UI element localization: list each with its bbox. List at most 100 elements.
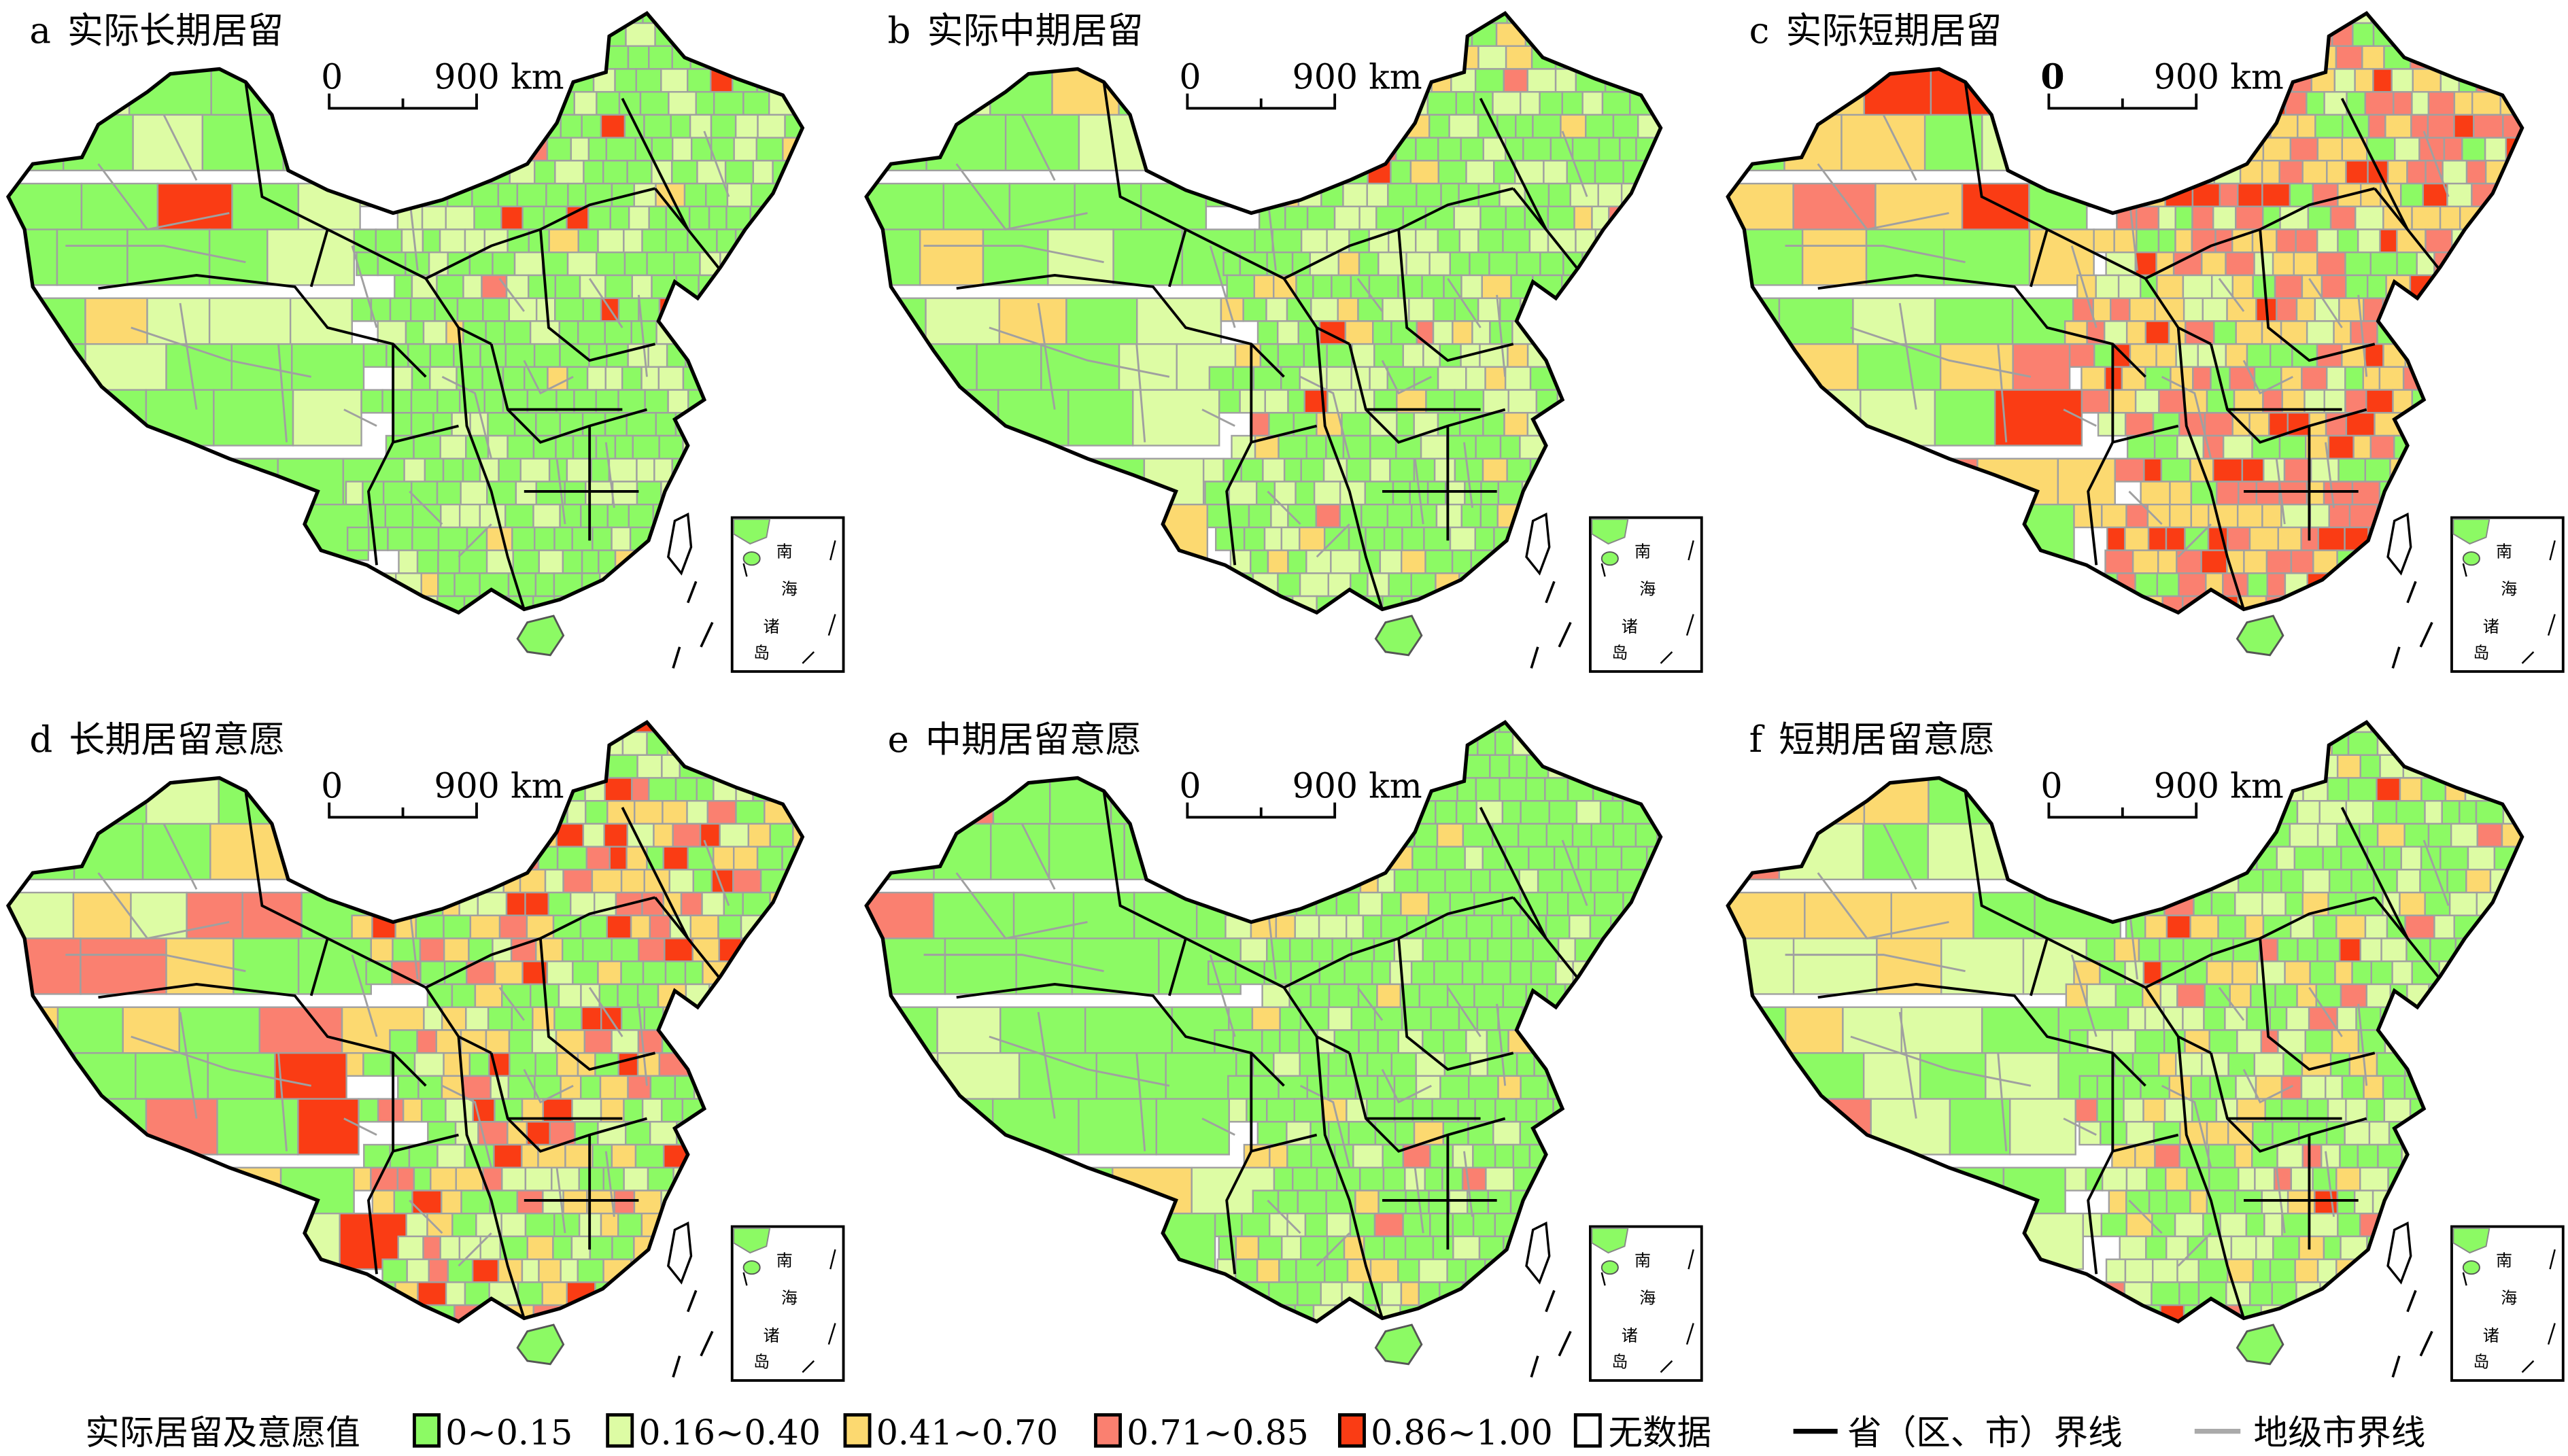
region-cell (2524, 1168, 2550, 1191)
region-cell (761, 914, 785, 939)
region-cell (2317, 526, 2346, 551)
region-cell (289, 619, 354, 675)
city-boundary (2423, 131, 2450, 197)
region-cell (2429, 297, 2459, 322)
region-cell (2223, 822, 2250, 848)
region-cell (1292, 731, 1315, 756)
legend: 实际居留及意愿值 0~0.15 0.16~0.40 0.41~0.70 0.71~0.… (85, 1412, 2425, 1453)
region-cell (1489, 869, 1520, 894)
region-cell (1657, 228, 1661, 254)
region-cell (940, 1213, 1007, 1270)
region-cell (1582, 1143, 1613, 1168)
region-cell (1228, 481, 1258, 506)
region-cell (543, 22, 571, 47)
region-cell (2081, 799, 2107, 825)
region-cell (2278, 731, 2306, 756)
region-cell (2238, 1166, 2256, 1192)
region-cell (572, 1328, 592, 1351)
region-cell (596, 252, 626, 277)
region-cell (2323, 481, 2354, 506)
region-cell (1645, 960, 1661, 986)
city-boundary (2063, 409, 2097, 427)
region-cell (1668, 1168, 1686, 1191)
region-cell (2308, 1213, 2339, 1238)
region-cell (1225, 182, 1255, 208)
region-cell (2281, 1213, 2310, 1238)
region-cell (409, 722, 429, 733)
region-cell (599, 595, 619, 613)
region-cell (2136, 205, 2160, 230)
region-cell (1279, 1328, 1304, 1351)
region-cell (1560, 1190, 1591, 1215)
region-cell (577, 45, 605, 70)
region-cell (1041, 619, 1099, 675)
region-cell (407, 1328, 426, 1351)
region-cell (372, 869, 403, 894)
region-cell (2518, 891, 2522, 917)
nine-dash-line (2391, 1355, 2401, 1378)
region-cell (543, 13, 570, 24)
region-cell (1570, 320, 1600, 345)
city-boundary (1201, 409, 1235, 427)
region-cell (1647, 1052, 1661, 1077)
region-cell (1305, 434, 1327, 460)
province-boundary (1348, 1052, 1506, 1153)
region-cell (2418, 526, 2446, 551)
region-cell (2363, 619, 2387, 642)
hainan-island (2236, 614, 2284, 657)
region-cell (579, 914, 609, 939)
region-cell (777, 343, 800, 368)
city-boundary (277, 344, 288, 443)
region-cell (1603, 434, 1633, 460)
region-cell (2359, 937, 2382, 963)
region-cell (2206, 1235, 2233, 1260)
region-cell (699, 822, 721, 848)
region-cell (1598, 457, 1617, 483)
region-cell (1660, 1143, 1661, 1168)
region-cell (695, 90, 715, 116)
region-cell (577, 228, 599, 254)
region-cell (2352, 434, 2372, 460)
region-cell (1363, 1235, 1386, 1260)
region-cell (475, 22, 498, 47)
region-cell (1227, 1075, 1252, 1100)
region-cell (2237, 13, 2262, 24)
region-cell (1415, 228, 1439, 254)
region-cell (1341, 412, 1371, 437)
region-cell (604, 366, 623, 391)
region-cell (815, 984, 840, 1007)
region-cell (698, 22, 721, 47)
region-cell (2165, 1235, 2189, 1260)
region-cell (810, 1030, 839, 1053)
region-cell (2225, 252, 2255, 277)
region-cell (606, 799, 636, 825)
region-cell (481, 274, 508, 299)
region-cell (2442, 160, 2468, 185)
region-cell (2424, 799, 2443, 825)
region-cell (2236, 1029, 2263, 1054)
region-cell (1383, 1235, 1407, 1260)
city-boundary (989, 1035, 1170, 1087)
region-cell (1428, 114, 1450, 139)
region-cell (1639, 722, 1661, 733)
region-cell (2174, 205, 2193, 230)
region-cell (2010, 822, 2086, 881)
region-cell (2335, 572, 2367, 597)
region-cell (1564, 983, 1584, 1008)
region-cell (1004, 114, 1080, 172)
region-cell (1439, 1075, 1470, 1100)
region-cell (689, 114, 713, 139)
region-cell (1228, 1098, 1248, 1123)
city-boundary (923, 245, 1104, 264)
region-cell (1310, 297, 1339, 322)
region-cell (1137, 503, 1209, 561)
region-cell (1473, 983, 1505, 1008)
region-cell (487, 412, 516, 437)
region-cell (1618, 1121, 1639, 1146)
region-cell (797, 731, 803, 756)
inset-dash-line (2521, 651, 2535, 664)
region-cell (462, 274, 483, 299)
region-cell (1577, 1098, 1609, 1123)
region-cell (1530, 13, 1561, 24)
